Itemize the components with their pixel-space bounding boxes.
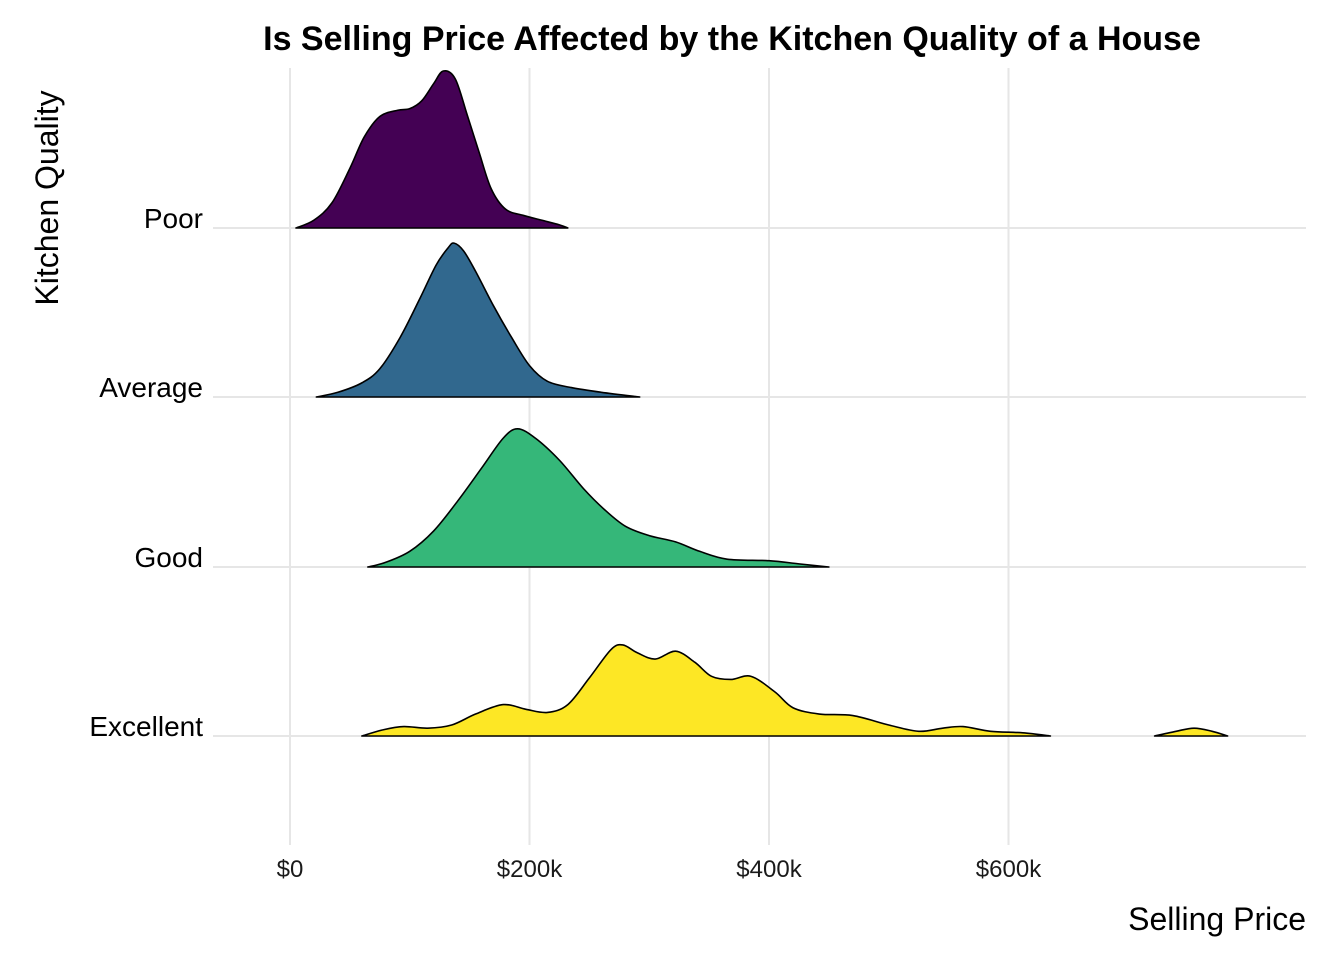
- density-ridges: [295, 70, 1229, 737]
- y-tick-label-poor: Poor: [144, 203, 203, 234]
- x-axis-title: Selling Price: [1128, 901, 1306, 937]
- density-ridge-poor: [295, 70, 569, 229]
- density-ridge-average: [315, 242, 641, 398]
- y-tick-label-average: Average: [99, 372, 203, 403]
- x-tick-label: $200k: [497, 856, 563, 883]
- x-tick-label: $600k: [976, 856, 1042, 883]
- x-tick-labels: $0 $200k $400k $600k: [277, 856, 1043, 883]
- y-tick-label-excellent: Excellent: [89, 711, 203, 742]
- density-ridge-excellent: [361, 643, 1052, 737]
- chart-title: Is Selling Price Affected by the Kitchen…: [263, 20, 1201, 58]
- y-tick-labels: Poor Average Good Excellent: [89, 203, 203, 742]
- y-axis-title: Kitchen Quality: [29, 90, 65, 305]
- y-tick-label-good: Good: [135, 542, 204, 573]
- x-tick-label: $400k: [736, 856, 802, 883]
- x-tick-label: $0: [277, 856, 304, 883]
- density-ridge-excellent-tail: [1153, 727, 1229, 737]
- density-ridge-good: [367, 428, 830, 568]
